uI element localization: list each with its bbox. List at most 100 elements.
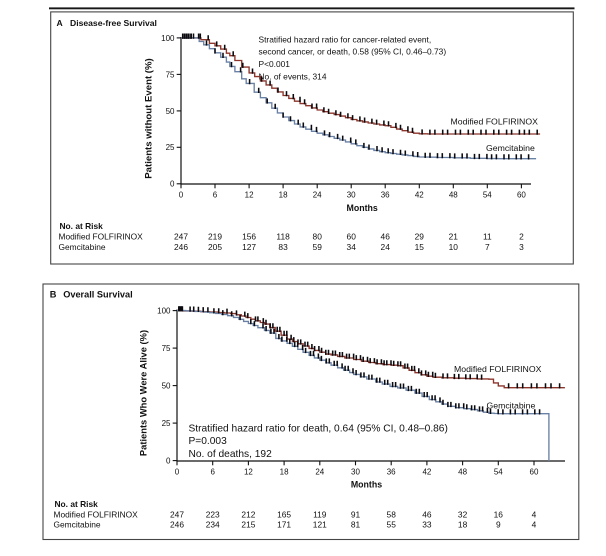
svg-text:Gemcitabine: Gemcitabine <box>54 520 101 530</box>
svg-text:Stratified hazard ratio for ca: Stratified hazard ratio for cancer-relat… <box>259 34 432 44</box>
svg-text:Stratified hazard ratio for de: Stratified hazard ratio for death, 0.64 … <box>189 423 448 434</box>
svg-text:15: 15 <box>415 242 425 252</box>
svg-text:100: 100 <box>161 34 175 43</box>
svg-text:50: 50 <box>162 382 171 391</box>
svg-text:127: 127 <box>242 242 256 252</box>
svg-text:34: 34 <box>347 242 357 252</box>
svg-text:second cancer, or death, 0.58: second cancer, or death, 0.58 (95% CI, 0… <box>259 47 447 57</box>
svg-text:Gemcitabine: Gemcitabine <box>486 143 535 153</box>
svg-text:119: 119 <box>313 509 327 519</box>
svg-text:58: 58 <box>387 509 397 519</box>
svg-text:6: 6 <box>210 467 215 476</box>
svg-text:Disease-free Survival: Disease-free Survival <box>70 18 157 28</box>
svg-text:No. at Risk: No. at Risk <box>60 221 104 231</box>
svg-text:212: 212 <box>241 509 255 519</box>
svg-text:11: 11 <box>483 232 492 242</box>
svg-text:Patients Who Were Alive (%): Patients Who Were Alive (%) <box>139 330 149 456</box>
svg-text:246: 246 <box>174 242 188 252</box>
svg-text:No. of deaths, 192: No. of deaths, 192 <box>189 449 273 460</box>
svg-text:0: 0 <box>166 457 171 466</box>
svg-text:9: 9 <box>496 520 501 530</box>
svg-text:75: 75 <box>162 344 171 353</box>
svg-text:247: 247 <box>170 509 184 519</box>
svg-text:18: 18 <box>279 190 288 199</box>
svg-text:Overall Survival: Overall Survival <box>63 290 132 300</box>
svg-text:32: 32 <box>458 509 468 519</box>
svg-text:0: 0 <box>175 467 180 476</box>
svg-text:P<0.001: P<0.001 <box>259 59 291 69</box>
svg-text:48: 48 <box>449 190 458 199</box>
svg-text:59: 59 <box>313 242 323 252</box>
svg-text:A: A <box>57 18 63 28</box>
svg-text:54: 54 <box>494 467 503 476</box>
svg-text:50: 50 <box>166 107 175 116</box>
svg-text:Modified FOLFIRINOX: Modified FOLFIRINOX <box>59 232 144 242</box>
svg-text:36: 36 <box>387 467 396 476</box>
svg-text:121: 121 <box>313 520 327 530</box>
svg-text:7: 7 <box>485 242 490 252</box>
svg-text:Patients without Event (%): Patients without Event (%) <box>144 58 155 178</box>
svg-text:247: 247 <box>174 232 188 242</box>
svg-text:246: 246 <box>170 520 184 530</box>
svg-text:55: 55 <box>387 520 397 530</box>
svg-text:165: 165 <box>277 509 291 519</box>
svg-text:21: 21 <box>449 232 459 242</box>
svg-text:Gemcitabine: Gemcitabine <box>59 242 106 252</box>
svg-text:2: 2 <box>519 232 524 242</box>
svg-text:Months: Months <box>347 203 378 213</box>
svg-text:36: 36 <box>381 190 390 199</box>
svg-text:24: 24 <box>315 467 324 476</box>
svg-text:24: 24 <box>313 190 322 199</box>
svg-text:18: 18 <box>280 467 289 476</box>
svg-text:54: 54 <box>483 190 492 199</box>
svg-text:P=0.003: P=0.003 <box>189 436 228 447</box>
svg-text:No. of events, 314: No. of events, 314 <box>259 72 327 82</box>
svg-text:29: 29 <box>415 232 425 242</box>
svg-text:Gemcitabine: Gemcitabine <box>487 400 536 410</box>
svg-text:3: 3 <box>519 242 524 252</box>
svg-text:46: 46 <box>422 509 432 519</box>
svg-text:48: 48 <box>458 467 467 476</box>
svg-text:24: 24 <box>381 242 391 252</box>
svg-text:234: 234 <box>206 520 220 530</box>
svg-text:4: 4 <box>532 520 537 530</box>
svg-text:60: 60 <box>517 190 526 199</box>
svg-text:205: 205 <box>208 242 222 252</box>
svg-text:Modified FOLFIRINOX: Modified FOLFIRINOX <box>54 509 139 519</box>
svg-text:42: 42 <box>422 467 431 476</box>
svg-text:223: 223 <box>206 509 220 519</box>
svg-text:10: 10 <box>449 242 459 252</box>
svg-text:42: 42 <box>415 190 424 199</box>
svg-text:75: 75 <box>166 70 175 79</box>
svg-text:30: 30 <box>347 190 356 199</box>
svg-text:215: 215 <box>241 520 255 530</box>
svg-text:30: 30 <box>351 467 360 476</box>
svg-text:25: 25 <box>166 143 175 152</box>
svg-text:100: 100 <box>157 307 171 316</box>
svg-text:16: 16 <box>494 509 504 519</box>
svg-text:12: 12 <box>244 467 253 476</box>
svg-text:Modified FOLFIRINOX: Modified FOLFIRINOX <box>454 364 542 374</box>
svg-text:33: 33 <box>422 520 432 530</box>
svg-text:91: 91 <box>351 509 361 519</box>
svg-text:83: 83 <box>278 242 288 252</box>
svg-text:25: 25 <box>162 419 171 428</box>
svg-text:4: 4 <box>532 509 537 519</box>
svg-text:B: B <box>50 290 57 300</box>
svg-text:46: 46 <box>381 232 391 242</box>
svg-text:80: 80 <box>313 232 323 242</box>
svg-text:0: 0 <box>179 190 184 199</box>
svg-text:6: 6 <box>213 190 218 199</box>
svg-text:Modified FOLFIRINOX: Modified FOLFIRINOX <box>451 117 539 127</box>
svg-text:60: 60 <box>347 232 357 242</box>
svg-text:156: 156 <box>242 232 256 242</box>
svg-text:No. at Risk: No. at Risk <box>55 499 99 509</box>
svg-text:60: 60 <box>530 467 539 476</box>
svg-text:12: 12 <box>245 190 254 199</box>
svg-text:0: 0 <box>170 180 175 189</box>
svg-text:18: 18 <box>458 520 468 530</box>
svg-text:81: 81 <box>351 520 361 530</box>
svg-text:118: 118 <box>276 232 290 242</box>
svg-text:219: 219 <box>208 232 222 242</box>
svg-text:Months: Months <box>351 480 382 490</box>
